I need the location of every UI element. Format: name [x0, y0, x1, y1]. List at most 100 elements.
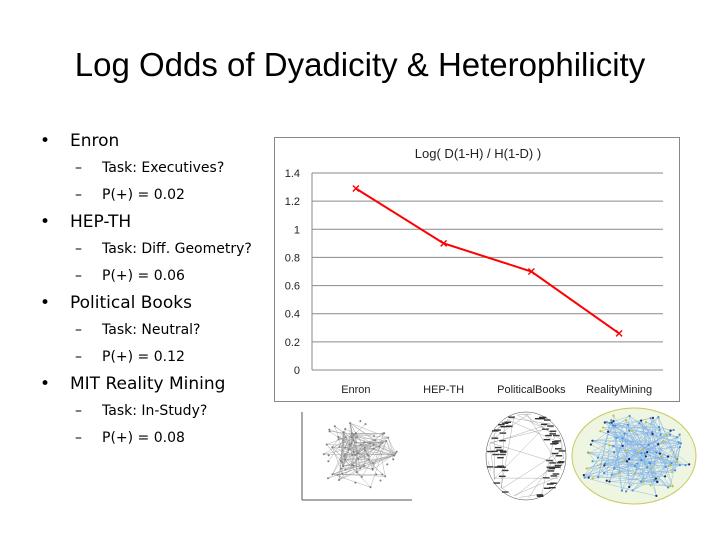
- sub-marker: –: [75, 187, 82, 203]
- sub-bullet: – P(+) = 0.12: [40, 344, 280, 371]
- network-edge: [526, 413, 562, 471]
- network-node: [372, 435, 376, 438]
- network-node: [588, 451, 591, 455]
- network-node: [372, 443, 375, 446]
- network-edge: [650, 463, 672, 486]
- network-edge: [611, 467, 648, 475]
- network-edge: [632, 446, 680, 491]
- series-line: [355, 187, 620, 335]
- network-node: [613, 467, 616, 470]
- sub-bullet-label: Task: Neutral?: [102, 322, 201, 338]
- network-node: [548, 467, 556, 470]
- network-node: [359, 443, 362, 446]
- network-edge: [600, 418, 651, 432]
- network-node: [348, 448, 351, 451]
- network-edge: [489, 442, 564, 465]
- network-node: [496, 449, 503, 451]
- network-node: [487, 450, 494, 453]
- network-edge: [641, 452, 686, 466]
- network-edge: [342, 444, 351, 466]
- network-edge: [501, 421, 505, 489]
- network-node: [623, 432, 626, 435]
- network-node: [363, 449, 367, 452]
- network-node: [395, 450, 398, 453]
- network-node: [493, 482, 501, 484]
- network-node: [348, 422, 352, 425]
- network-node: [497, 456, 504, 459]
- network-node: [608, 444, 611, 447]
- network-node: [655, 494, 658, 497]
- network-node: [546, 459, 553, 462]
- network-node: [344, 436, 347, 439]
- network-node: [339, 467, 343, 470]
- network-edge: [349, 422, 395, 456]
- network-node: [549, 430, 557, 432]
- network-node: [368, 442, 371, 445]
- network-edge: [592, 440, 680, 466]
- y-tick-label: 1.4: [285, 168, 300, 180]
- network-node: [373, 439, 377, 442]
- network-edge: [358, 452, 386, 477]
- network-edge: [592, 458, 630, 462]
- network-edge: [496, 416, 513, 429]
- bullet-list: • Enron – Task: Executives? – P(+) = 0.02 •…: [40, 128, 280, 452]
- network-node: [604, 462, 607, 465]
- network-node: [336, 473, 340, 476]
- network-edge: [342, 455, 395, 466]
- network-edge: [584, 477, 633, 491]
- data-point-marker: [527, 268, 535, 275]
- network-edge: [323, 453, 395, 456]
- network-node: [674, 455, 677, 458]
- network-node: [585, 467, 588, 470]
- network-node: [552, 473, 560, 475]
- y-tick-label: 1.2: [285, 196, 300, 208]
- sub-bullet: – Task: In-Study?: [40, 398, 280, 425]
- x-tick-label: HEP-TH: [423, 384, 464, 396]
- network-edge: [612, 425, 636, 474]
- network-node: [555, 455, 563, 457]
- network-edge: [387, 437, 396, 454]
- network-edge: [343, 432, 345, 457]
- x-axis-ticks: Enron HEP-TH PoliticalBooks RealityMining: [341, 384, 652, 396]
- network-node: [625, 490, 628, 493]
- network-node: [599, 430, 602, 433]
- network-node: [678, 445, 681, 449]
- network-node: [356, 452, 359, 455]
- network-edge: [345, 437, 353, 456]
- sub-bullet-label: P(+) = 0.02: [102, 187, 185, 203]
- network-node: [688, 463, 691, 466]
- network-node: [637, 450, 640, 453]
- network-node: [342, 431, 345, 434]
- bullet-hep-th: • HEP-TH: [40, 209, 280, 236]
- network-edge: [604, 416, 659, 466]
- data-point-marker: [440, 239, 448, 247]
- network-node: [357, 457, 360, 460]
- network-edge: [372, 433, 384, 470]
- network-node: [656, 443, 660, 446]
- network-node: [620, 489, 624, 492]
- network-node: [610, 419, 613, 422]
- network-edge: [583, 445, 614, 476]
- network-edge: [332, 447, 369, 460]
- network-node: [339, 459, 342, 462]
- network-edge: [623, 461, 636, 466]
- network-node: [664, 475, 667, 478]
- network-node: [605, 420, 608, 424]
- network-node: [549, 462, 556, 464]
- network-edge: [584, 472, 620, 478]
- network-edge: [491, 422, 504, 439]
- network-node: [363, 446, 366, 449]
- x-tick-label: Enron: [341, 384, 370, 396]
- network-node: [499, 453, 506, 456]
- network-node: [554, 440, 562, 442]
- network-node: [350, 436, 353, 439]
- network-edge: [342, 433, 352, 466]
- network-edge: [612, 425, 676, 471]
- grid-lines: [311, 172, 663, 371]
- bullet-label: Enron: [70, 131, 120, 151]
- network-node: [642, 480, 645, 484]
- sub-bullet: – Task: Diff. Geometry?: [40, 236, 280, 263]
- network-edge: [349, 422, 396, 454]
- network-edge: [643, 453, 646, 482]
- y-tick-label: 0.2: [285, 337, 300, 349]
